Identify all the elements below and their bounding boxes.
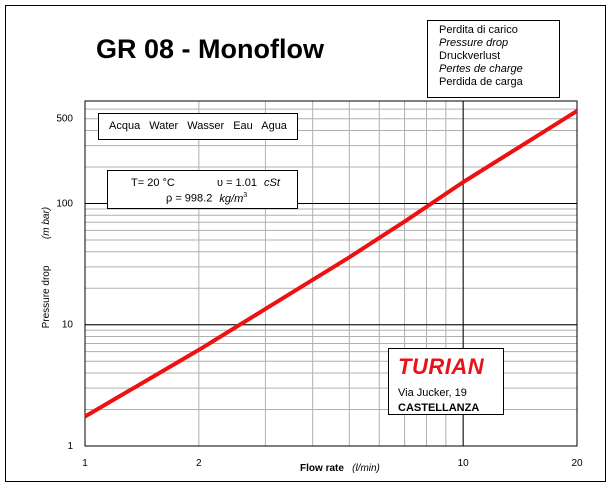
fluid-word: Wasser [187, 120, 225, 132]
brand-city: CASTELLANZA [398, 402, 480, 414]
fluid-word: Water [149, 120, 179, 132]
chart-title: GR 08 - Monoflow [96, 34, 324, 64]
y-tick-label: 100 [56, 198, 73, 209]
brand-box: TURIAN Via Jucker, 19 CASTELLANZA [388, 348, 504, 415]
plot-area [84, 100, 578, 447]
density-label: ρ = 998.2 kg/m3 [166, 192, 247, 205]
viscosity-unit: cSt [264, 177, 280, 189]
density-unit-exp: 3 [243, 192, 248, 199]
x-tick-label: 10 [458, 458, 470, 469]
viscosity-label: υ = 1.01 cSt [217, 177, 280, 189]
x-tick-label: 20 [571, 458, 583, 469]
y-tick-label: 500 [56, 114, 73, 125]
legend-item: Perdida de carga [439, 76, 523, 88]
fluid-word: Agua [261, 120, 287, 132]
fluid-word: Eau [233, 120, 253, 132]
fluid-word: Acqua [109, 120, 141, 132]
brand-logo: TURIAN [398, 354, 485, 379]
legend-item: Perdita di carico [439, 24, 518, 36]
legend-item: Pressure drop [439, 37, 509, 49]
y-axis-label: Pressure drop [41, 265, 52, 328]
x-tick-label: 2 [196, 458, 202, 469]
fluid-label-box: Acqua Water Wasser Eau Agua [98, 113, 298, 140]
x-axis-label: Flow rate [300, 463, 344, 474]
temperature-label: T= 20 °C [131, 177, 175, 189]
y-tick-label: 1 [67, 441, 73, 452]
pressure-drop-curve [83, 109, 579, 419]
viscosity-value: υ = 1.01 [217, 177, 257, 189]
y-tick-label: 10 [62, 320, 74, 331]
legend-item: Druckverlust [439, 50, 501, 62]
language-legend: Perdita di carico Pressure drop Druckver… [427, 20, 560, 98]
density-unit: kg/m [219, 192, 244, 205]
density-value: ρ = 998.2 [166, 192, 213, 205]
fluid-properties-box: T= 20 °C υ = 1.01 cSt ρ = 998.2 kg/m3 [107, 170, 298, 209]
y-axis-unit: (m bar) [41, 207, 52, 239]
brand-address: Via Jucker, 19 [398, 387, 467, 399]
legend-item: Pertes de charge [439, 63, 523, 75]
x-axis-unit: (l/min) [352, 463, 380, 474]
x-tick-label: 1 [82, 458, 88, 469]
